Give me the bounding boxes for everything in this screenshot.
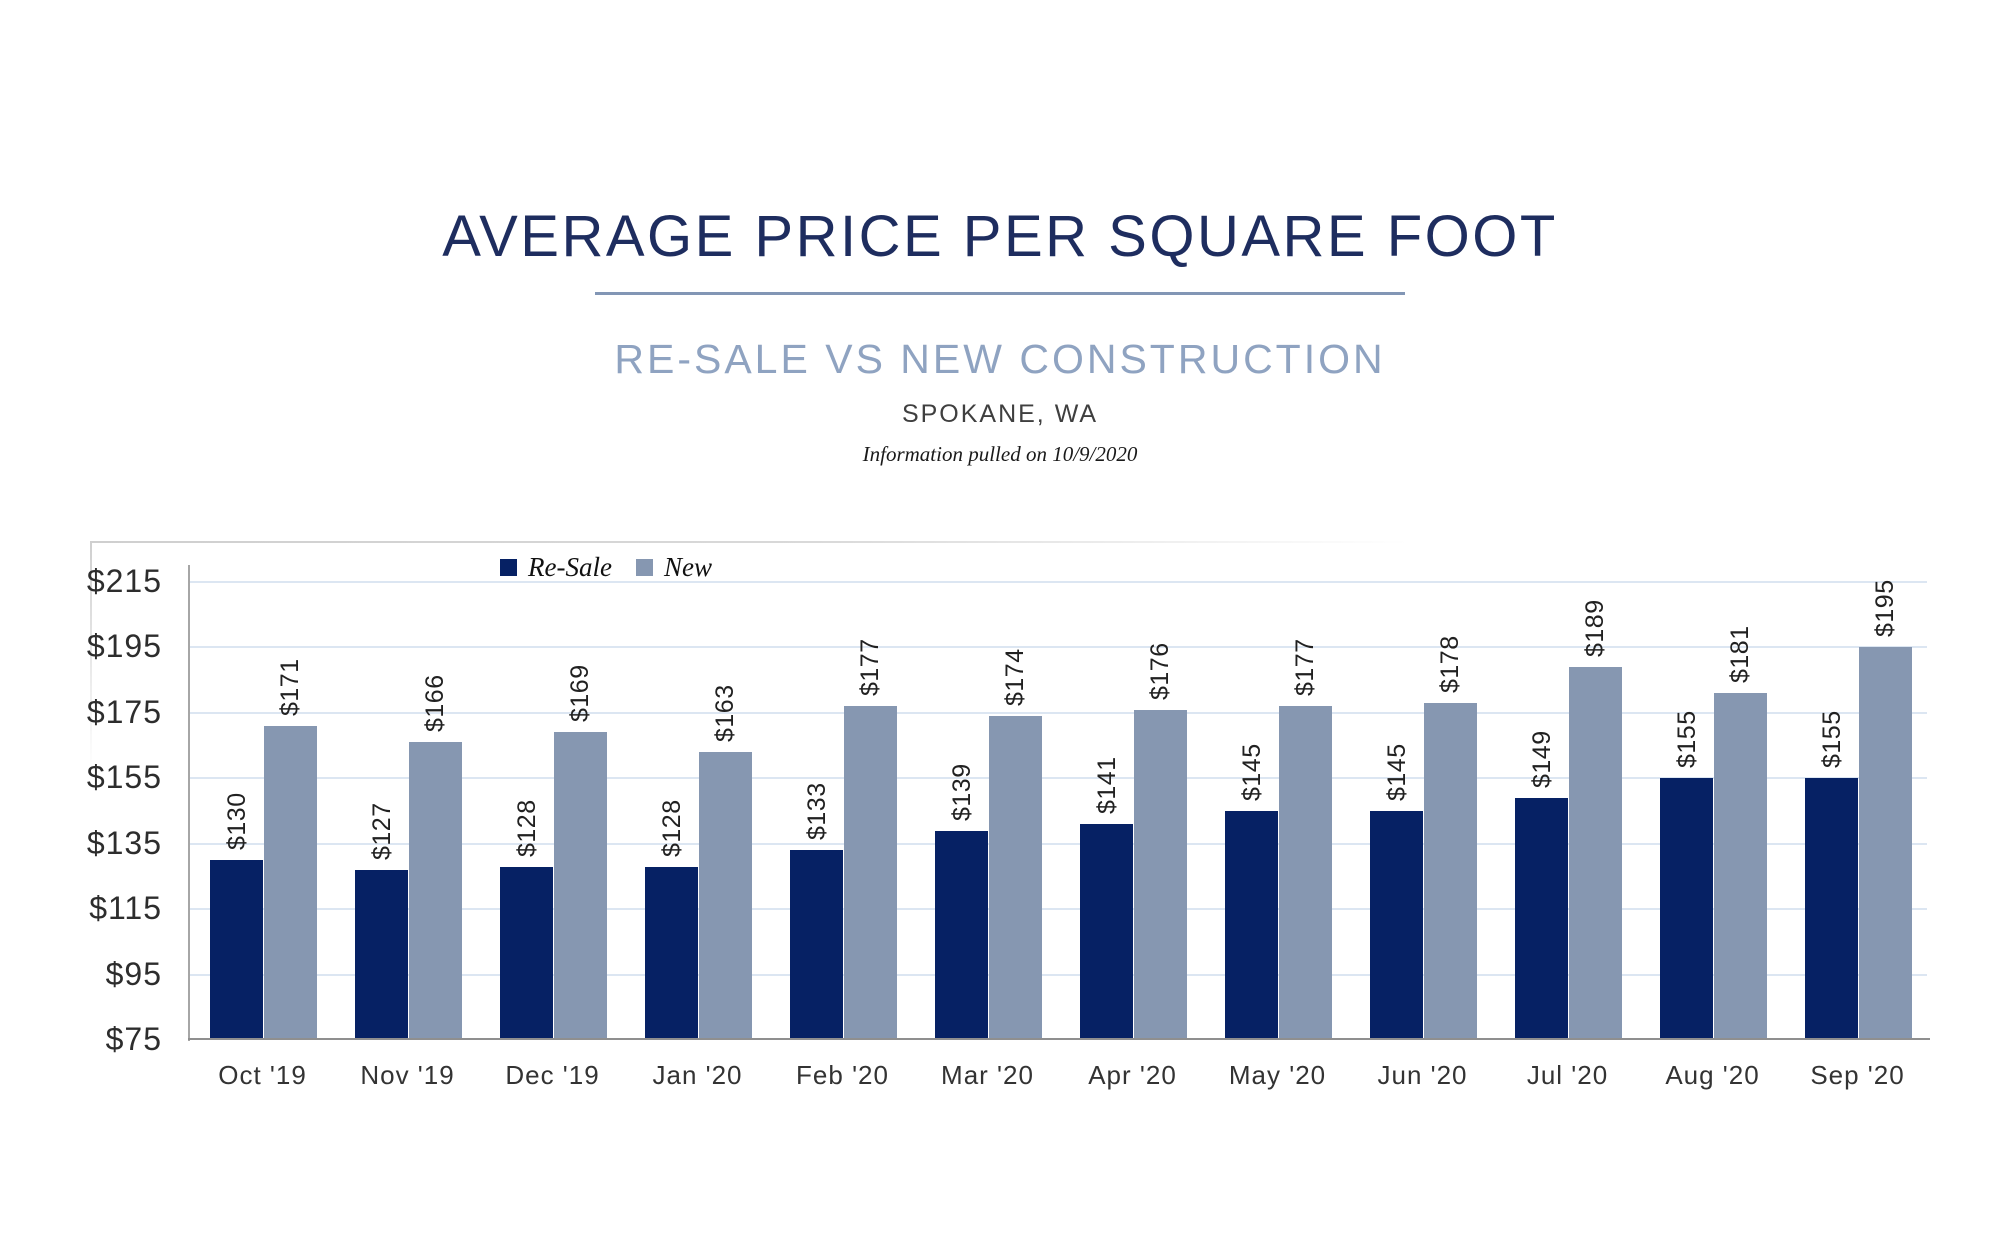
legend-label: New (663, 552, 712, 582)
x-tick-label: May '20 (1228, 1060, 1327, 1090)
chart-card-border-left (90, 541, 92, 771)
y-tick-label: $195 (86, 628, 162, 665)
bar-value-label: $128 (512, 798, 541, 857)
bar-value-label: $176 (1146, 641, 1174, 700)
x-tick-label: Nov '19 (360, 1060, 455, 1090)
gridline (190, 711, 1927, 714)
bar-re-sale-2 (355, 869, 408, 1040)
bar-re-sale-10 (1515, 797, 1568, 1040)
y-tick-label: $75 (105, 1021, 162, 1057)
bar-re-sale-3 (500, 866, 553, 1040)
bar-new-12 (1858, 647, 1912, 1040)
page-title: AVERAGE PRICE PER SQUARE FOOT (442, 204, 1558, 269)
gridline (190, 581, 1927, 583)
legend-label: Re-Sale (528, 552, 612, 582)
x-tick-label: Sep '20 (1810, 1060, 1905, 1090)
bar-value-label: $127 (367, 802, 396, 860)
bar-new-9 (1423, 703, 1477, 1040)
gridline (190, 908, 1927, 911)
gridline (190, 973, 1927, 976)
x-axis-line (188, 1038, 1930, 1040)
bar-new-3 (553, 732, 607, 1040)
bar-value-label: $155 (1672, 710, 1701, 769)
bar-new-7 (1133, 709, 1187, 1040)
bar-new-5 (843, 706, 897, 1040)
bar-re-sale-4 (645, 866, 698, 1040)
bar-value-label: $189 (1581, 599, 1609, 658)
chart-legend: Re-Sale New (500, 552, 712, 583)
gridline (190, 646, 1927, 649)
bar-value-label: $181 (1726, 625, 1754, 684)
location-label: SPOKANE, WA (901, 400, 1099, 428)
y-tick-label: $215 (86, 563, 162, 599)
x-tick-label: Apr '20 (1088, 1060, 1177, 1090)
y-tick-label: $155 (86, 759, 162, 796)
bar-value-label: $169 (566, 664, 594, 723)
x-tick-label: Mar '20 (941, 1060, 1034, 1090)
x-tick-label: Jul '20 (1526, 1060, 1609, 1090)
bar-re-sale-1 (210, 860, 263, 1040)
bar-re-sale-11 (1660, 778, 1713, 1040)
bar-value-label: $195 (1871, 579, 1899, 638)
bar-value-label: $177 (856, 638, 884, 697)
bar-new-10 (1568, 667, 1622, 1040)
bar-re-sale-7 (1080, 824, 1133, 1040)
legend-swatch-icon (635, 559, 653, 576)
bar-value-label: $155 (1817, 710, 1846, 769)
bar-value-label: $149 (1527, 730, 1556, 788)
bar-new-6 (988, 716, 1042, 1040)
info-note: Information pulled on 10/9/2020 (862, 442, 1138, 466)
y-tick-label: $135 (86, 824, 162, 861)
bar-re-sale-6 (935, 830, 988, 1040)
bar-value-label: $177 (1291, 638, 1319, 697)
bar-value-label: $128 (657, 798, 686, 857)
y-tick-label: $175 (86, 693, 162, 730)
x-tick-label: Jun '20 (1377, 1060, 1468, 1090)
y-axis-line (188, 565, 190, 1041)
x-tick-label: Dec '19 (505, 1060, 600, 1090)
page-subtitle: RE-SALE VS NEW CONSTRUCTION (614, 336, 1386, 382)
bar-value-label: $133 (802, 782, 831, 841)
bar-new-4 (698, 752, 752, 1040)
gridline (190, 777, 1927, 780)
bar-new-11 (1713, 693, 1767, 1040)
bar-value-label: $178 (1436, 635, 1464, 694)
legend-swatch-icon (500, 559, 517, 576)
gridline (190, 842, 1927, 845)
bar-new-8 (1278, 706, 1332, 1040)
bar-re-sale-12 (1805, 778, 1858, 1040)
x-tick-label: Jan '20 (652, 1060, 743, 1090)
title-divider (595, 292, 1405, 295)
x-tick-label: Feb '20 (796, 1060, 889, 1090)
bar-value-label: $163 (711, 684, 739, 743)
legend-item-re-sale: Re-Sale (500, 552, 612, 583)
bar-value-label: $141 (1092, 756, 1121, 815)
y-tick-label: $95 (105, 955, 162, 992)
plot-area: $130 $171 Oct '19 $127 $166 Nov '19 $128 $169 De… (190, 565, 1930, 1090)
bar-value-label: $171 (276, 658, 304, 716)
bar-re-sale-8 (1225, 811, 1278, 1040)
chart-card-border-top (90, 541, 1410, 543)
x-tick-label: Aug '20 (1665, 1060, 1760, 1090)
y-tick-label: $115 (89, 890, 162, 927)
bar-re-sale-9 (1370, 811, 1423, 1040)
bar-re-sale-5 (790, 850, 843, 1040)
bar-value-label: $130 (222, 792, 251, 851)
bar-value-label: $139 (947, 763, 976, 821)
legend-item-new: New (635, 552, 712, 583)
bar-value-label: $145 (1382, 743, 1411, 801)
x-tick-label: Oct '19 (218, 1060, 307, 1090)
bar-value-label: $166 (421, 674, 449, 733)
bar-value-label: $174 (1001, 648, 1029, 707)
bar-new-2 (408, 742, 462, 1040)
bar-value-label: $145 (1237, 743, 1266, 801)
bar-new-1 (263, 725, 317, 1040)
